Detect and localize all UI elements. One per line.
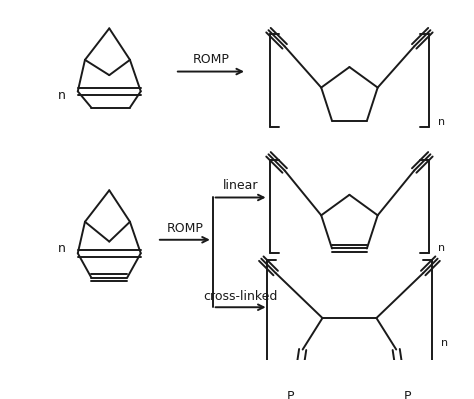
Text: n: n [441,338,448,348]
Text: n: n [58,242,65,255]
Text: n: n [438,117,445,127]
Text: n: n [58,89,65,102]
Text: ROMP: ROMP [166,223,203,235]
Text: n: n [438,243,445,253]
Text: cross-linked: cross-linked [203,290,278,303]
Text: linear: linear [223,179,258,192]
Text: P: P [404,390,411,399]
Text: ROMP: ROMP [192,53,229,66]
Text: P: P [287,390,295,399]
